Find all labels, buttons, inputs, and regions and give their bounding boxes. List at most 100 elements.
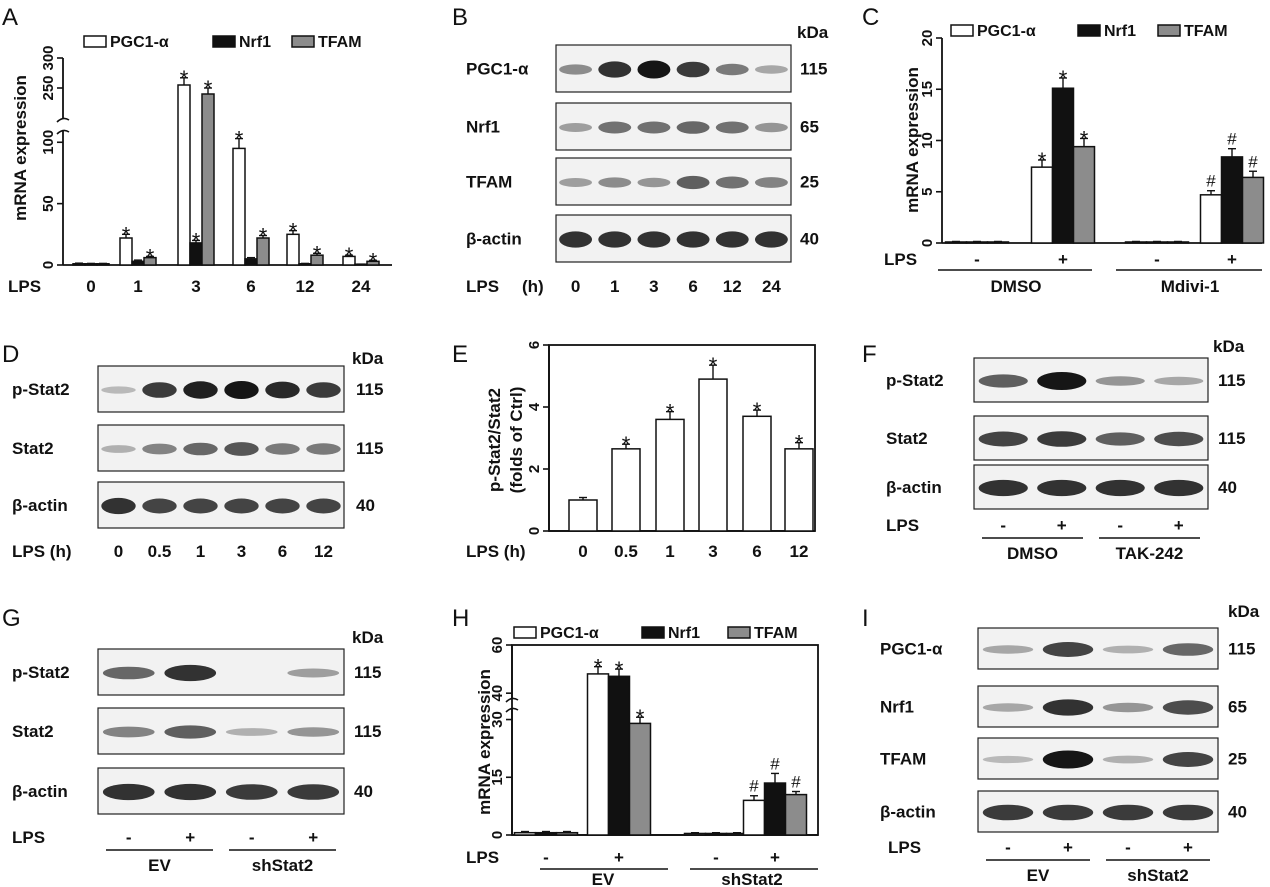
y-tick-label-a-2: 100: [40, 130, 57, 155]
blot-band-d-1-3: [224, 442, 259, 456]
y-tick-label-h-1: 15: [489, 769, 506, 786]
blot-sign-f-1: +: [1057, 516, 1067, 535]
bar-h-TFAM---0: [555, 831, 579, 836]
blot-band-d-2-2: [183, 498, 218, 514]
y-tick-label-e-3: 6: [526, 341, 543, 349]
bar-c-Nrf1-+-3: [1220, 156, 1244, 244]
blot-band-b-2-3: [676, 175, 710, 190]
blot-band-g-1-3: [287, 727, 340, 737]
blot-band-f-0-3: [1154, 376, 1204, 386]
blot-band-f-2-0: [978, 479, 1028, 497]
y-tick-label-a-4: 300: [40, 45, 57, 70]
bar-h-PGC1-α-+-3: [742, 799, 766, 836]
x-tick-label-e-2: 1: [665, 542, 674, 561]
axis-break-mark-a-upper: [56, 117, 70, 123]
hash-mark-c-1-3: #: [1227, 130, 1237, 149]
blot-band-d-2-3: [224, 498, 259, 514]
hash-mark-c-0-3: #: [1206, 172, 1216, 191]
chart-h: 0 15 30 40 60 - * * * + - # # # + EV shStat2: [489, 637, 819, 887]
legend-swatch-tfam-c: [1157, 24, 1181, 37]
significance-star-e-0-5: *: [795, 431, 804, 456]
blot-band-i-0-0: [982, 645, 1034, 654]
blot-kda-g-2: 40: [354, 782, 373, 801]
significance-star-e-0-3: *: [709, 353, 718, 378]
blot-band-d-1-2: [183, 442, 218, 456]
blot-band-d-1-0: [101, 445, 136, 453]
bar-e-value-12-5: [784, 448, 814, 532]
group-label-h-ev: EV: [592, 870, 615, 887]
blot-band-b-3-0: [559, 231, 593, 248]
group-label-c-dmso: DMSO: [991, 277, 1042, 296]
blot-band-d-2-0: [101, 497, 136, 515]
blot-band-b-2-5: [754, 177, 788, 188]
y-axis-title-e-line1: p-Stat2/Stat2: [485, 388, 504, 492]
blot-sign-i-1: +: [1063, 838, 1073, 857]
x-tick-label-h-2: -: [713, 848, 719, 867]
blot-kda-d-1: 115: [356, 439, 383, 458]
significance-star-e-0-1: *: [622, 432, 631, 457]
blot-sign-i-2: -: [1125, 838, 1131, 857]
blot-lane-label-d-0: 0: [114, 542, 123, 561]
blot-band-g-2-0: [102, 783, 155, 801]
blot-band-i-0-1: [1042, 642, 1094, 657]
legend-text-pgc-c: PGC1-α: [977, 23, 1036, 40]
blot-lane-label-d-3: 3: [237, 542, 246, 561]
blot-band-b-0-4: [715, 63, 749, 76]
x-tick-label-a-2: 3: [191, 277, 200, 296]
significance-star-h-1-1: *: [615, 657, 624, 682]
blot-band-f-0-0: [978, 374, 1028, 388]
blot-row-label-b-1: Nrf1: [466, 118, 500, 137]
blot-group-label-g-0: EV: [148, 856, 171, 875]
y-axis-title-e-line2: (folds of Ctrl): [507, 387, 526, 494]
blot-i: PGC1-α 115 Nrf1 65 TFAM 25 β-actin 40 - + - + EV shSt…: [880, 627, 1255, 885]
bar-e-value-6-4: [742, 415, 772, 532]
blot-band-f-2-3: [1154, 479, 1204, 497]
blot-band-d-0-4: [265, 381, 300, 399]
legend-a: PGC1-α Nrf1 TFAM: [83, 34, 362, 51]
blot-band-i-0-3: [1162, 643, 1214, 656]
blot-band-g-0-0: [102, 666, 155, 680]
plot-frame-h: [511, 644, 819, 836]
y-tick-label-h-0: 0: [489, 831, 506, 839]
blot-band-g-0-3: [287, 668, 340, 678]
kda-header-f: kDa: [1213, 337, 1245, 356]
group-label-h-sh: shStat2: [721, 870, 782, 887]
blot-row-label-f-0: p-Stat2: [886, 371, 944, 390]
blot-band-d-0-5: [306, 382, 341, 398]
blot-kda-b-2: 25: [800, 173, 819, 192]
blot-band-i-0-2: [1102, 645, 1154, 654]
bar-h-TFAM-+-1: [628, 722, 652, 836]
blot-band-i-3-1: [1042, 804, 1094, 821]
kda-header-b: kDa: [797, 23, 829, 42]
blot-band-f-1-0: [978, 431, 1028, 447]
blot-kda-i-1: 65: [1228, 698, 1247, 717]
bar-a-PGC1-α-3-2: [177, 84, 191, 266]
blot-band-b-0-3: [676, 61, 710, 78]
y-tick-label-h-2: 30: [489, 711, 506, 728]
blot-band-b-1-0: [559, 123, 593, 132]
blot-row-label-d-0: p-Stat2: [12, 380, 70, 399]
blot-sign-f-0: -: [1000, 516, 1006, 535]
blot-sign-g-2: -: [249, 828, 255, 847]
blot-sign-i-3: +: [1183, 838, 1193, 857]
blot-band-g-1-0: [102, 726, 155, 738]
lps-unit-b: (h): [522, 277, 544, 296]
bar-e-value-0-0: [568, 499, 598, 532]
blot-band-b-0-1: [598, 61, 632, 78]
blot-band-b-3-3: [676, 231, 710, 248]
blot-strip-d-1: [97, 424, 345, 472]
significance-star-a-2-1: *: [146, 244, 155, 269]
blot-kda-d-2: 40: [356, 496, 375, 515]
legend-swatch-nrf: [212, 35, 236, 48]
legend-swatch-tfam-h: [727, 626, 751, 639]
blot-lane-label-b-3: 6: [688, 277, 697, 296]
y-tick-label-c-4: 20: [919, 30, 936, 47]
blot-band-b-1-4: [715, 121, 749, 134]
bar-c-TFAM-+-1: [1072, 145, 1096, 244]
blot-band-f-0-1: [1037, 372, 1087, 390]
blot-sign-g-1: +: [185, 828, 195, 847]
blot-band-g-2-2: [225, 784, 278, 800]
x-tick-label-a-3: 6: [246, 277, 255, 296]
x-tick-label-a-5: 24: [352, 277, 371, 296]
blot-band-i-2-0: [982, 755, 1034, 764]
